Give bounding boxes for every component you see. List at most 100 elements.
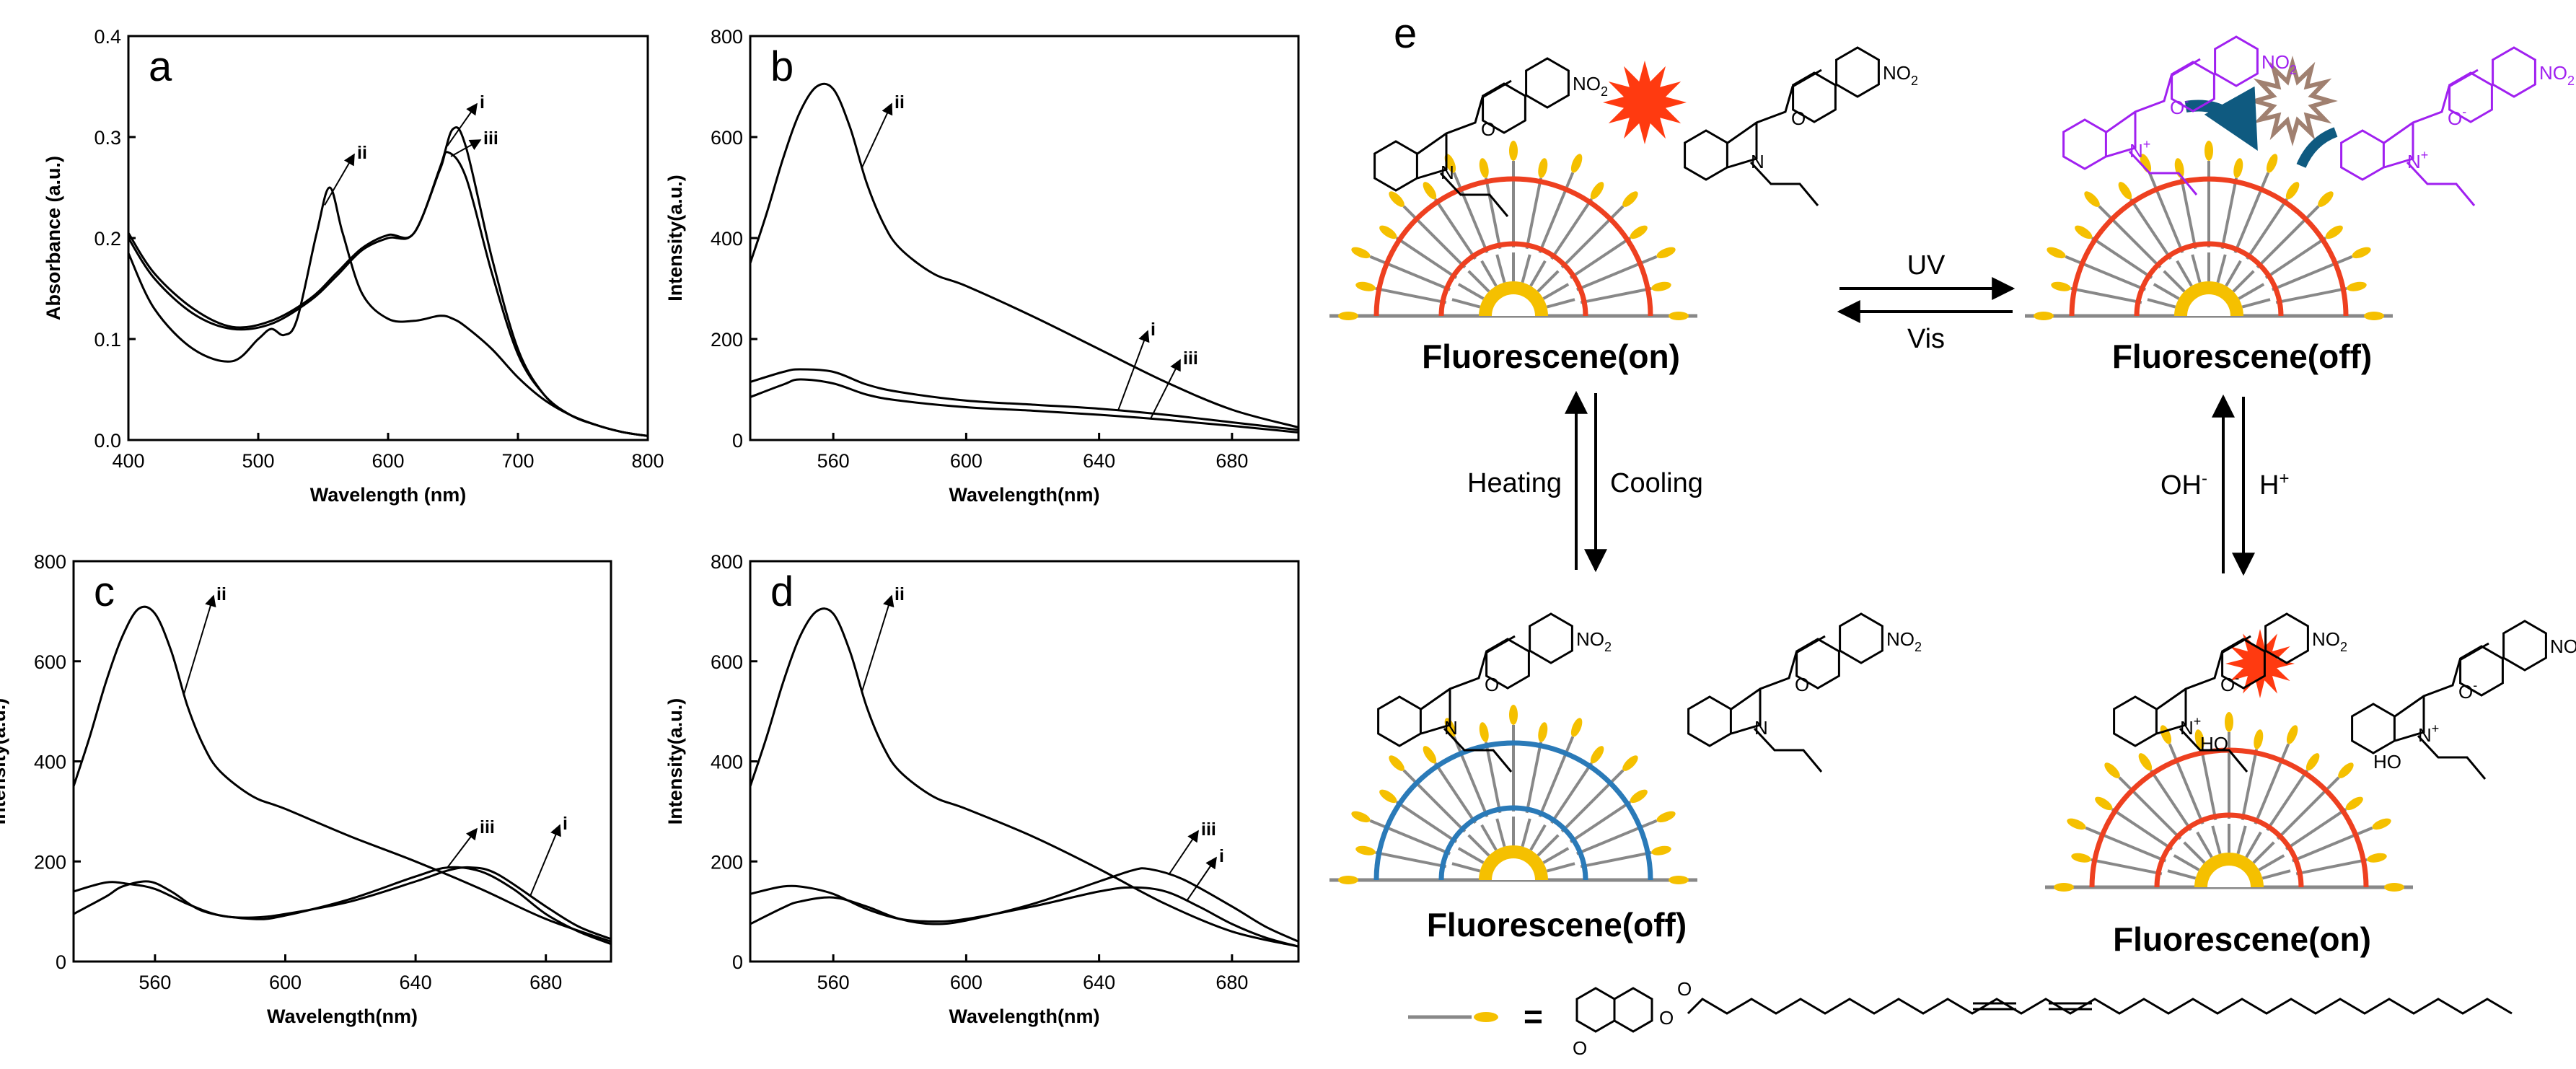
series-line-iii [749,867,1299,943]
plot-frame [749,35,1300,441]
micelle-tip [2254,729,2264,749]
micelle-spoke [2245,831,2262,858]
chem-bond [2417,734,2487,780]
micelle-tip [1669,876,1689,884]
micelle-tip [2338,762,2354,778]
micelle-tip [2138,753,2153,771]
micelle-tip [1630,225,1648,239]
chem-bond [2179,727,2248,773]
chem-atom-label: N [1441,162,1454,183]
micelle-tip [1479,722,1489,742]
micelle-spoke [2258,854,2285,871]
micelle-tip [2352,247,2371,259]
y-tick-label: 0.1 [94,329,121,351]
spiropyran-molecule: N O NO2 [1687,612,1922,773]
micelle-spoke [1457,283,1485,300]
heating-cooling-arrows: Heating Cooling [1467,390,1703,573]
x-tick-label: 560 [817,972,850,993]
chem-atom-label: O- [2458,678,2477,703]
micelle-spoke [2233,172,2270,253]
micelle-spoke [2264,237,2327,279]
chem-atom-label: O- [2220,671,2239,695]
micelle-spoke [1495,254,1506,283]
micelle-tip [2233,158,2243,178]
chem-atom-label: HO [2373,751,2401,773]
x-tick-label: 700 [501,450,534,472]
benzene-ring [2502,620,2547,672]
chem-bond [2394,696,2425,742]
benzene-ring [1529,612,1573,664]
x-tick-label: 560 [139,972,171,993]
micelle-inner-arc [2154,812,2304,888]
series-line-i [749,884,1299,948]
chart-panel-d: d 560 600 640 680 0 200 400 600 800 Wavelength(nm)… [664,551,1300,1027]
micelle-core-center [1492,858,1535,880]
series-line-i [749,368,1299,431]
micelle-spoke [2246,198,2288,260]
chem-atom-label: HO [2200,733,2228,755]
micelle-spoke [1550,762,1593,824]
curve-label-ii: ii [357,143,367,163]
micelle-spoke [1434,762,1477,824]
micelle-spoke [2111,808,2173,850]
micelle-tip [1656,811,1676,823]
fluorescence-burst-icon [1603,61,1687,144]
chem-bond [2383,69,2479,144]
chart-panels: a 400 500 600 700 800 0.0 0.1 0.2 0.3 0.4 Wavelengt… [0,26,1300,1027]
series-line-iii [73,866,612,946]
spiropyran-molecule: N O NO2 [1684,46,1918,206]
micelle-spoke [1457,847,1485,864]
panel-letter-a: a [149,43,172,90]
micelle-tip [1338,876,1358,884]
vis-label: Vis [1907,324,1945,354]
micelle-spoke [2220,177,2238,250]
micelle-spoke [2236,825,2247,855]
micelle-tip [1590,746,1604,764]
chem-bond [1727,69,1822,144]
annotation-arrow [861,102,893,168]
chem-bond [2156,635,2251,711]
micelle-spoke [2168,743,2204,824]
micelle-tip [1570,718,1583,737]
chem-bond [1417,133,1448,180]
y-tick-label: 400 [711,228,743,250]
chem-atom-label: NO2 [2261,51,2297,77]
chem-atom-label: O- [2448,105,2466,129]
micelle-tip [1389,191,1405,207]
chem-bond [1439,172,1509,217]
micelle-spoke [1550,198,1593,260]
micelle-spoke [1369,255,1451,291]
micelle-core-center [2187,294,2230,316]
micelle-tip [1379,225,1397,239]
micelle-spoke [1580,286,1652,304]
micelle-spoke [1375,286,1447,304]
uv-label: UV [1907,250,1946,281]
micelle-top-left [1329,141,1697,320]
benzene-ring [1575,987,1616,1033]
series-line-iii [749,378,1299,434]
annotation-arrow [450,139,482,157]
micelle-tip [1355,845,1376,855]
curve-label-ii: ii [216,584,227,604]
chem-bond [2383,123,2414,169]
chem-bond [1443,727,1513,773]
micelle-spoke [1580,850,1652,868]
series-line-ii [749,607,1299,948]
micelle-spoke [1521,818,1531,848]
micelle-spoke [2295,858,2368,876]
plot-frame [749,560,1300,963]
spiropyran-molecule: N O NO2 [1373,57,1608,217]
micelle-tip [2318,191,2334,207]
chem-bond [2106,112,2137,158]
micelle-tip [2051,281,2071,291]
micelle-spoke [2191,254,2202,283]
spiropyran-molecule: N+ O- NO2 [2062,35,2297,195]
chem-atom-label: NO2 [2312,628,2347,654]
micelle-spoke [2085,826,2166,863]
micelle-spoke [2065,255,2146,291]
chem-atom-label: N [1751,151,1764,172]
y-tick-label: 600 [34,651,66,673]
micelle-spoke [1560,769,1625,833]
series-line-ii [127,186,649,437]
y-tick-label: 800 [711,26,743,48]
